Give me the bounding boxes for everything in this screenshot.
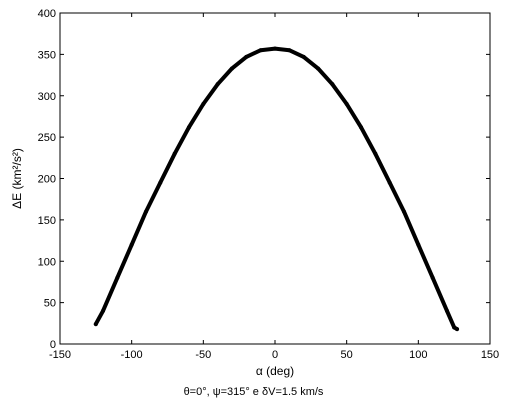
data-point (215, 82, 220, 87)
data-point (115, 275, 120, 280)
data-point (187, 125, 191, 130)
data-point (101, 308, 105, 313)
x-tick-label: 100 (409, 349, 427, 361)
data-point (316, 66, 320, 71)
data-point (416, 242, 421, 247)
data-point (387, 180, 392, 185)
y-tick-label: 250 (38, 132, 56, 144)
data-point (258, 48, 263, 53)
data-point (330, 82, 335, 87)
x-tick-label: 0 (272, 349, 278, 361)
data-point (230, 66, 234, 71)
y-ticks: 0 50 100 150 200 250 300 350 400 (38, 8, 490, 351)
data-point (93, 322, 98, 327)
data-point (344, 102, 349, 107)
x-tick-label: -150 (49, 349, 71, 361)
data-point (273, 46, 277, 51)
y-tick-label: 300 (38, 91, 56, 103)
data-point (287, 48, 292, 53)
data-point (455, 327, 460, 332)
x-ticks: -150 -100 -50 0 50 100 150 (49, 13, 499, 361)
x-tick-label: -50 (195, 349, 211, 361)
data-point (244, 54, 249, 59)
data-point (445, 308, 449, 313)
series-line (93, 46, 459, 332)
x-tick-label: -100 (121, 349, 143, 361)
data-point (158, 180, 163, 185)
series-layer (93, 46, 460, 332)
data-point (430, 275, 435, 280)
x-tick-label: 150 (481, 349, 499, 361)
plot-area (59, 12, 491, 345)
data-point (144, 209, 148, 214)
data-point (359, 125, 363, 130)
data-point (373, 151, 378, 156)
y-tick-label: 50 (44, 298, 56, 310)
y-tick-label: 400 (38, 8, 56, 20)
data-point (402, 209, 406, 214)
data-point (301, 54, 306, 59)
data-point (201, 102, 206, 107)
data-point (172, 151, 177, 156)
chart-caption: θ=0°, ψ=315° e δV=1.5 km/s (183, 386, 324, 398)
y-tick-label: 150 (38, 215, 56, 227)
y-tick-label: 100 (38, 256, 56, 268)
data-point (129, 242, 134, 247)
y-tick-label: 350 (38, 49, 56, 61)
y-tick-label: 0 (50, 339, 56, 351)
y-tick-label: 200 (38, 174, 56, 186)
x-tick-label: 50 (341, 349, 353, 361)
y-axis-title: ΔE (km²/s²) (10, 148, 24, 209)
x-axis-title: α (deg) (256, 364, 294, 378)
